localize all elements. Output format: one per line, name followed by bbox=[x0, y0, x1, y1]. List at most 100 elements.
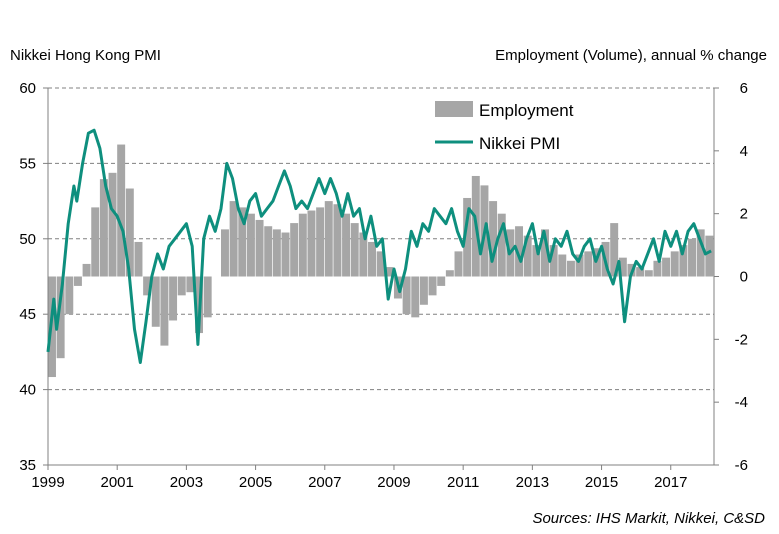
employment-bar bbox=[636, 267, 645, 277]
employment-bar bbox=[246, 213, 255, 277]
employment-bar bbox=[307, 210, 316, 277]
right-tick-label: 2 bbox=[740, 206, 748, 223]
employment-bar bbox=[679, 245, 688, 277]
employment-bar bbox=[437, 276, 446, 286]
employment-bar bbox=[186, 276, 195, 293]
employment-bar bbox=[229, 201, 238, 277]
employment-bar bbox=[350, 223, 359, 277]
pmi-line-group bbox=[46, 128, 712, 364]
employment-bar bbox=[272, 229, 281, 277]
legend-swatch-employment bbox=[435, 101, 473, 117]
left-tick-label: 50 bbox=[19, 231, 36, 248]
employment-bar bbox=[584, 251, 593, 277]
employment-bar bbox=[160, 276, 169, 346]
employment-bar bbox=[264, 226, 273, 277]
employment-bar bbox=[376, 251, 385, 277]
x-tick-label: 2015 bbox=[585, 474, 618, 491]
employment-bar bbox=[151, 276, 160, 327]
employment-bar bbox=[298, 213, 307, 277]
employment-bar bbox=[73, 276, 82, 286]
employment-bar bbox=[541, 229, 549, 277]
employment-bar bbox=[65, 276, 74, 315]
employment-bar bbox=[255, 219, 264, 277]
right-tick-label: -4 bbox=[735, 394, 748, 411]
employment-bar bbox=[108, 172, 117, 277]
x-tick-label: 2009 bbox=[377, 474, 410, 491]
employment-bar bbox=[56, 276, 65, 359]
employment-bar bbox=[368, 241, 376, 277]
right-tick-label: -2 bbox=[735, 331, 748, 348]
employment-bar bbox=[688, 238, 697, 277]
employment-bar bbox=[419, 276, 428, 305]
employment-bar bbox=[82, 263, 91, 277]
employment-bar bbox=[385, 267, 394, 277]
employment-bar bbox=[91, 207, 100, 277]
left-tick-label: 35 bbox=[19, 457, 36, 474]
employment-bar bbox=[662, 257, 671, 277]
x-tick-label: 2005 bbox=[239, 474, 272, 491]
employment-bar bbox=[558, 254, 567, 277]
employment-bar bbox=[428, 276, 437, 296]
employment-bar bbox=[290, 223, 299, 277]
employment-bar bbox=[342, 213, 351, 277]
employment-bar bbox=[359, 232, 368, 277]
employment-bar bbox=[653, 260, 662, 277]
employment-bar bbox=[143, 276, 152, 296]
employment-bar bbox=[134, 241, 143, 277]
employment-bar bbox=[618, 257, 627, 277]
employment-bar bbox=[177, 276, 186, 296]
x-tick-label: 2001 bbox=[101, 474, 134, 491]
pmi-line bbox=[46, 128, 712, 364]
left-axis-ticks: 35 40 45 50 55 60 bbox=[19, 80, 48, 474]
employment-bar bbox=[575, 254, 584, 277]
right-tick-label: 6 bbox=[740, 80, 748, 97]
employment-bar bbox=[203, 276, 212, 318]
right-axis-ticks: -6 -4 -2 0 2 4 6 bbox=[714, 80, 748, 474]
right-tick-label: -6 bbox=[735, 457, 748, 474]
employment-bar bbox=[610, 223, 619, 277]
employment-bar bbox=[117, 144, 126, 277]
left-tick-label: 55 bbox=[19, 155, 36, 172]
employment-bar bbox=[515, 226, 524, 277]
employment-bar bbox=[411, 276, 420, 318]
left-tick-label: 60 bbox=[19, 80, 36, 97]
right-axis-title: Employment (Volume), annual % change bbox=[495, 47, 767, 64]
employment-bar bbox=[463, 197, 472, 277]
employment-bar bbox=[316, 207, 325, 277]
x-tick-label: 2017 bbox=[654, 474, 687, 491]
x-axis-ticks: 1999 2001 2003 2005 2007 2009 2011 2013 2015 2017 bbox=[31, 465, 687, 491]
employment-bar bbox=[238, 207, 247, 277]
employment-bar bbox=[220, 229, 229, 277]
employment-bar bbox=[696, 229, 705, 277]
left-tick-label: 45 bbox=[19, 306, 36, 323]
employment-bar bbox=[705, 235, 714, 277]
x-tick-label: 2013 bbox=[516, 474, 549, 491]
employment-bar bbox=[169, 276, 178, 321]
employment-bar bbox=[333, 204, 342, 277]
source-note: Sources: IHS Markit, Nikkei, C&SD bbox=[532, 510, 765, 527]
employment-bar bbox=[445, 270, 454, 277]
legend-label: Employment bbox=[479, 101, 574, 120]
employment-bar bbox=[497, 213, 506, 277]
employment-bar bbox=[670, 251, 679, 277]
employment-bar bbox=[281, 232, 290, 277]
right-tick-label: 0 bbox=[740, 269, 748, 286]
employment-bar bbox=[644, 270, 653, 277]
right-tick-label: 4 bbox=[740, 143, 748, 160]
left-axis-title: Nikkei Hong Kong PMI bbox=[10, 47, 161, 64]
employment-bar bbox=[489, 201, 498, 277]
employment-bar bbox=[99, 179, 108, 277]
employment-bar bbox=[532, 245, 541, 277]
employment-bar bbox=[454, 251, 463, 277]
x-tick-label: 2003 bbox=[170, 474, 203, 491]
employment-bar bbox=[566, 260, 575, 277]
employment-bar bbox=[523, 235, 532, 277]
left-tick-label: 40 bbox=[19, 382, 36, 399]
employment-bar bbox=[549, 245, 558, 277]
x-tick-label: 1999 bbox=[31, 474, 64, 491]
x-tick-label: 2007 bbox=[308, 474, 341, 491]
legend-label: Nikkei PMI bbox=[479, 134, 560, 153]
employment-bar bbox=[402, 276, 411, 315]
x-tick-label: 2011 bbox=[447, 474, 479, 491]
